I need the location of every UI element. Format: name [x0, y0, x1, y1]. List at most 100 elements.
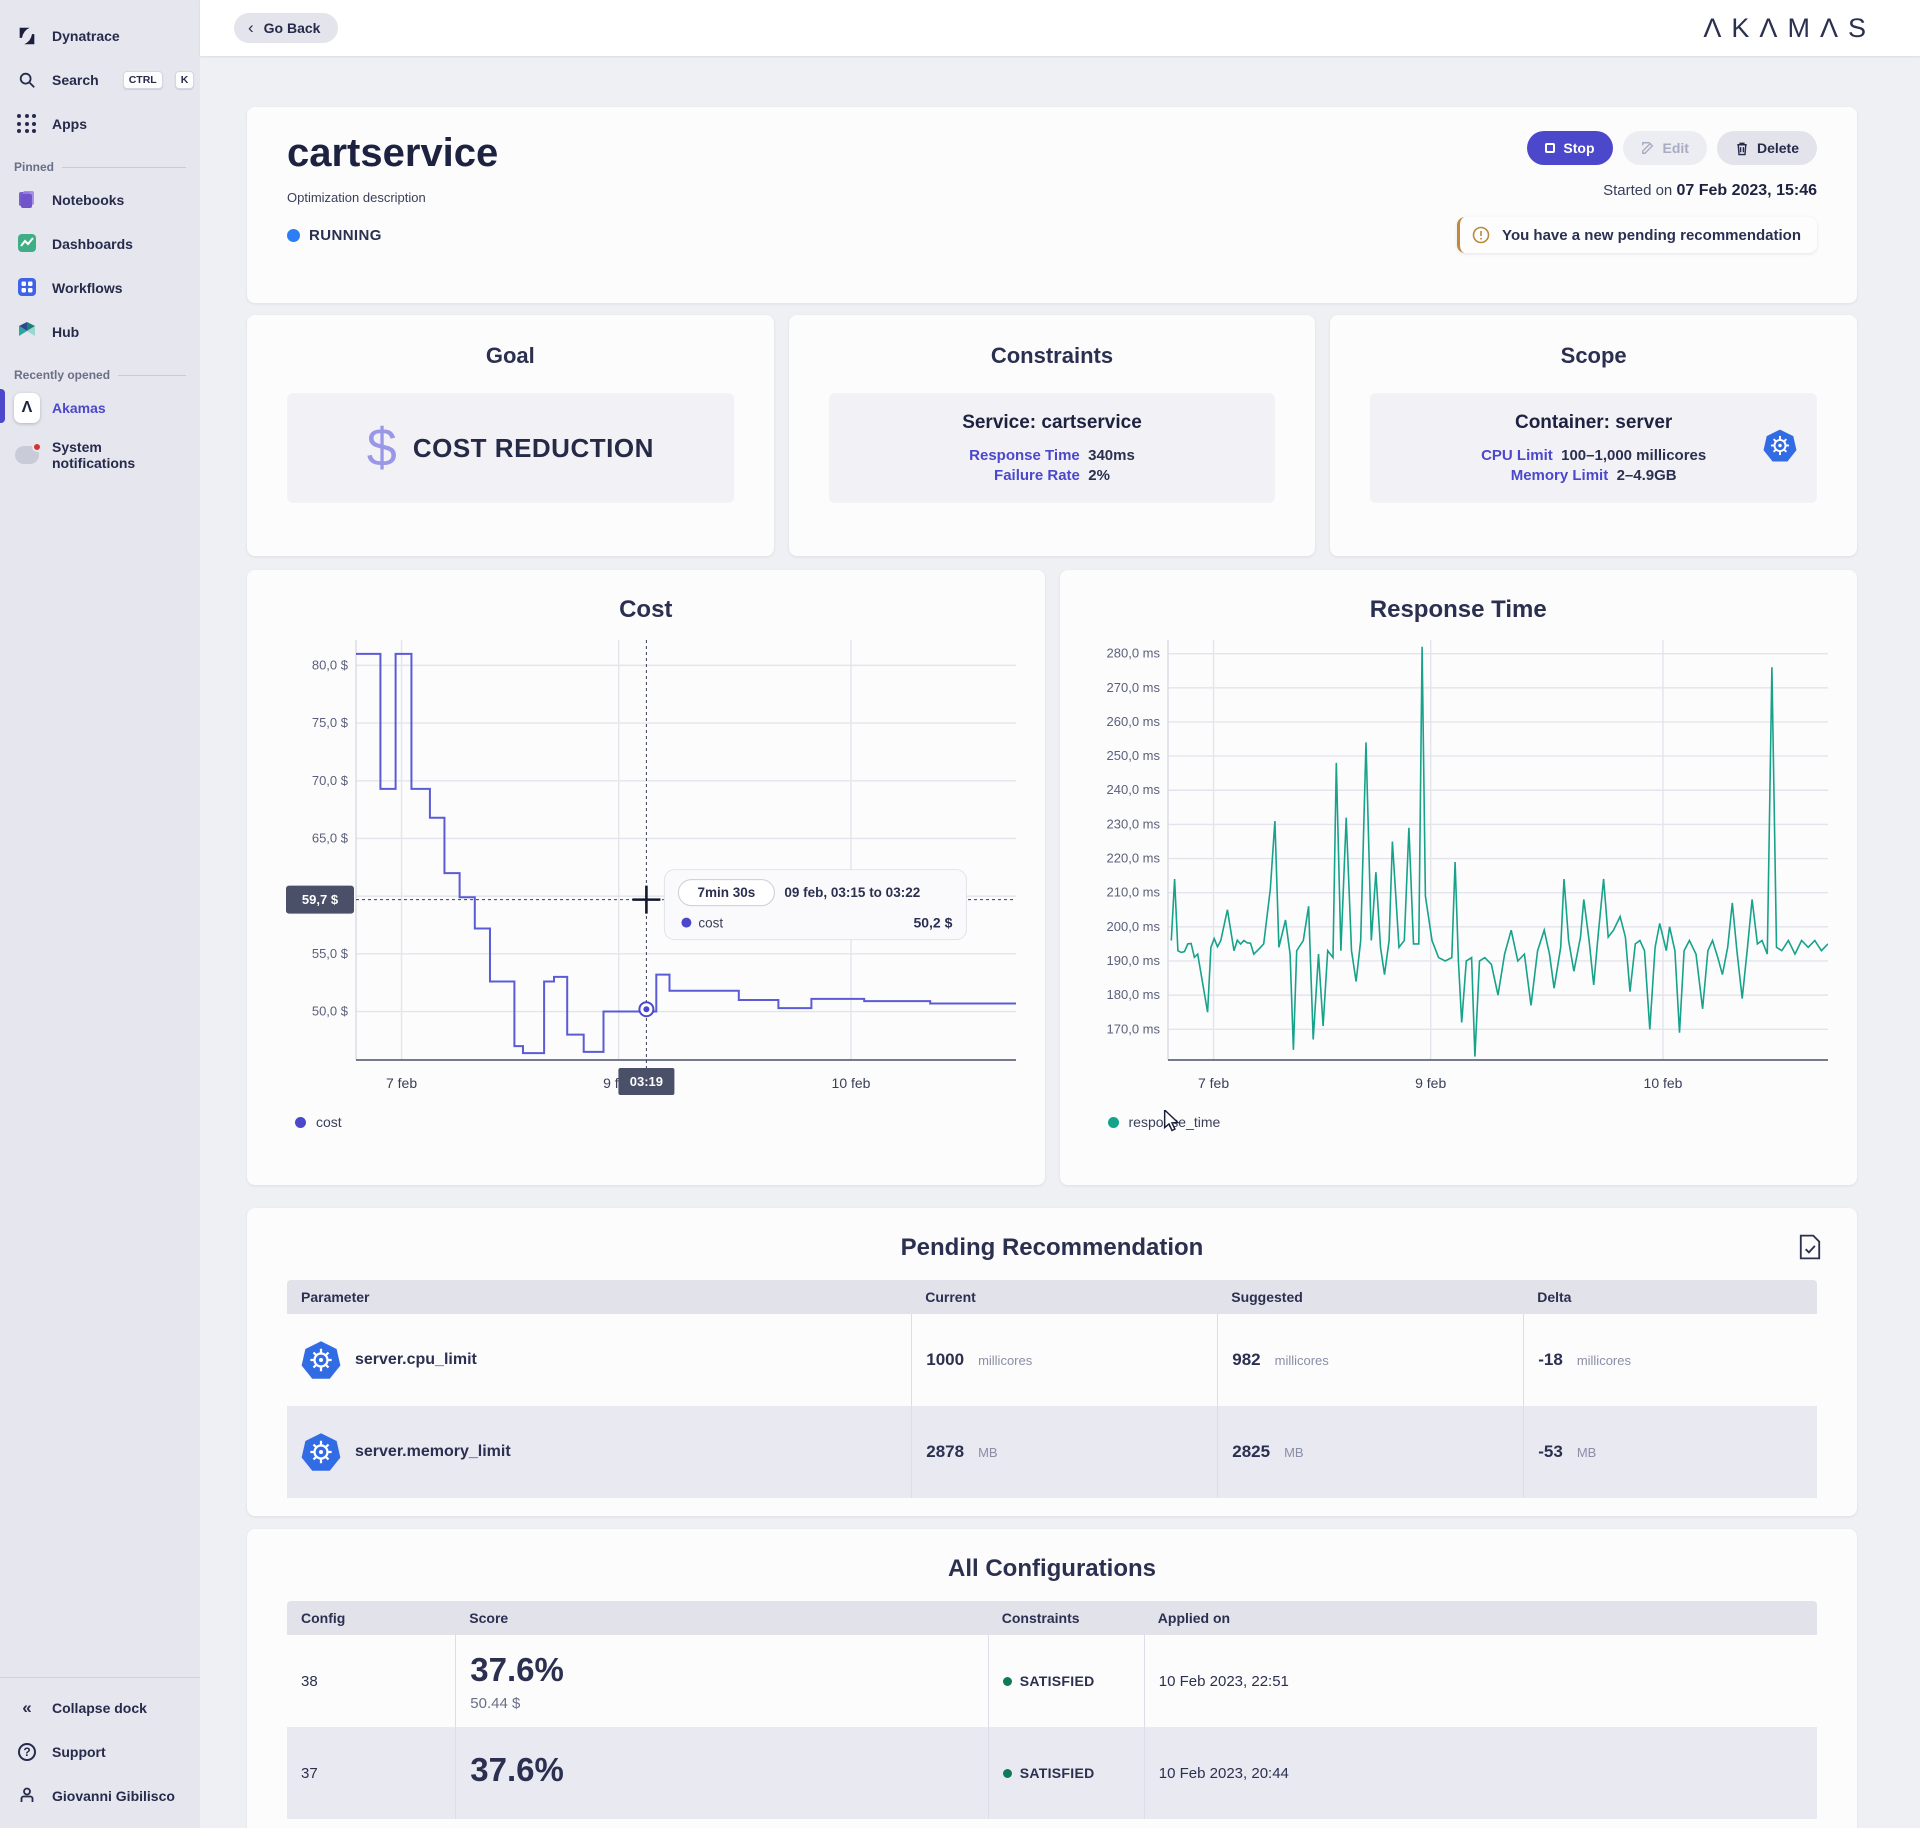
- sidebar-item-dashboards[interactable]: Dashboards: [0, 222, 200, 266]
- sidebar-item-system-notifications[interactable]: System notifications: [0, 430, 200, 480]
- configs-title: All Configurations: [948, 1555, 1156, 1582]
- stop-button[interactable]: Stop: [1527, 131, 1613, 165]
- cost-chart[interactable]: 80,0 $ 75,0 $ 70,0 $ 65,0 $ 55,0 $ 50,0 $ 7 fe…: [265, 630, 1027, 1110]
- configs-column-header: Constraints: [1001, 1610, 1080, 1626]
- config-table-row[interactable]: 38 37.6% 50.44 $ SATISFIED 10 Feb 2023, 22:5…: [287, 1635, 1817, 1727]
- current-unit: MB: [978, 1444, 998, 1460]
- status-badge: RUNNING: [309, 227, 382, 244]
- search-icon: [14, 67, 40, 93]
- sidebar-section-label: Pinned: [0, 146, 200, 178]
- sidebar-footer: « Collapse dock? Support Giovanni Gibilisco: [0, 1677, 200, 1818]
- main-area: ‹ Go Back ΛKΛMΛS cartservice Optimizatio…: [200, 0, 1920, 1828]
- constraint-status: SATISFIED: [1002, 1765, 1095, 1781]
- sidebar-item-label: Support: [52, 1744, 106, 1760]
- suggested-value: 982: [1232, 1350, 1261, 1369]
- constraint-status: SATISFIED: [1002, 1673, 1095, 1689]
- sidebar-item-label: Search: [52, 72, 99, 88]
- sidebar-item-search[interactable]: Search CTRL K: [0, 58, 200, 102]
- cost-chart-title: Cost: [619, 596, 673, 623]
- sidebar-item-label: Giovanni Gibilisco: [52, 1788, 175, 1804]
- response-time-chart[interactable]: 280,0 ms 270,0 ms 260,0 ms 250,0 ms 240,0 ms…: [1078, 630, 1840, 1110]
- sidebar-item-hub[interactable]: Hub: [0, 310, 200, 354]
- chevron-left-icon: ‹: [248, 18, 254, 37]
- notebooks-icon: [16, 188, 38, 213]
- running-status-dot: [287, 229, 300, 242]
- topbar: ‹ Go Back ΛKΛMΛS: [200, 0, 1920, 56]
- akamas-icon: Λ: [14, 393, 40, 423]
- edit-button[interactable]: Edit: [1622, 131, 1707, 165]
- response-legend[interactable]: response_time: [1107, 1114, 1840, 1130]
- page-content: cartservice Optimization description RUN…: [200, 56, 1920, 1828]
- delta-unit: MB: [1576, 1444, 1597, 1460]
- sidebar-item-label: Dashboards: [52, 236, 133, 252]
- svg-text:80,0 $: 80,0 $: [312, 657, 349, 672]
- satisfied-label: SATISFIED: [1019, 1765, 1095, 1781]
- sidebar: Dynatrace Search CTRL K Apps Pinned Noteb…: [0, 0, 200, 1828]
- pending-title: Pending Recommendation: [900, 1234, 1204, 1261]
- svg-text:10 feb: 10 feb: [1644, 1075, 1683, 1091]
- sidebar-item-akamas[interactable]: Λ Akamas: [0, 386, 200, 430]
- pending-column-header: Delta: [1537, 1289, 1572, 1305]
- dynatrace-logo-icon: [14, 23, 40, 49]
- sidebar-item-label: Dynatrace: [52, 28, 120, 44]
- constraint-row: Failure Rate 2%: [994, 467, 1110, 484]
- cost-legend-dot: [295, 1116, 306, 1128]
- scope-container: Container: server: [1514, 412, 1673, 433]
- dollar-icon: $: [366, 418, 397, 478]
- delta-unit: millicores: [1576, 1352, 1631, 1368]
- sidebar-item-label: Workflows: [52, 280, 123, 296]
- config-table-row[interactable]: 37 37.6% SATISFIED 10 Feb 2023, 20:44: [287, 1727, 1817, 1819]
- response-legend-label: response_time: [1128, 1114, 1221, 1130]
- sidebar-item-label: System notifications: [52, 439, 136, 471]
- sidebar-item-workflows[interactable]: Workflows: [0, 266, 200, 310]
- go-back-button[interactable]: ‹ Go Back: [234, 13, 339, 43]
- response-chart-title: Response Time: [1369, 596, 1547, 623]
- sidebar-footer-giovanni-gibilisco[interactable]: Giovanni Gibilisco: [0, 1774, 200, 1818]
- sidebar-section-label: Recently opened: [0, 354, 200, 386]
- sidebar-item-dynatrace[interactable]: Dynatrace: [0, 14, 200, 58]
- config-number: 38: [301, 1672, 318, 1690]
- svg-text:50,0 $: 50,0 $: [312, 1004, 349, 1019]
- go-back-label: Go Back: [263, 20, 321, 36]
- charts-row: Cost 80,0 $ 75,0 $ 70,0 $ 65,0 $ 55,0 $ 50,0 …: [247, 570, 1857, 1185]
- active-indicator: [0, 389, 5, 423]
- pending-table-row[interactable]: server.cpu_limit 1000 millicores 982 millico…: [287, 1314, 1817, 1406]
- dashboards-icon: [16, 232, 38, 257]
- apps-grid-icon: [14, 111, 40, 137]
- svg-text:55,0 $: 55,0 $: [312, 946, 349, 961]
- delete-label: Delete: [1756, 140, 1799, 156]
- scope-card: Scope Container: server CPU Limit 100–1,…: [1330, 315, 1857, 556]
- constraints-title: Constraints: [990, 343, 1114, 368]
- cost-chart-card: Cost 80,0 $ 75,0 $ 70,0 $ 65,0 $ 55,0 $ 50,0 …: [247, 570, 1045, 1185]
- collapse-icon: «: [22, 1698, 32, 1717]
- sidebar-footer-support[interactable]: ? Support: [0, 1730, 200, 1774]
- scope-list: CPU Limit 100–1,000 millicores Memory Lim…: [1481, 444, 1706, 484]
- optimization-description: Optimization description: [287, 190, 426, 205]
- pending-recommendation-notice[interactable]: You have a new pending recommendation: [1457, 217, 1817, 253]
- sidebar-item-label: Hub: [52, 324, 80, 340]
- sidebar-item-apps[interactable]: Apps: [0, 102, 200, 146]
- parameter-name: server.memory_limit: [355, 1443, 511, 1460]
- pending-recommendation-card: Pending Recommendation Parameter Current S…: [247, 1208, 1857, 1516]
- svg-text:50,2 $: 50,2 $: [913, 915, 952, 931]
- pending-table-row[interactable]: server.memory_limit 2878 MB 2825 MB -53 MB: [287, 1406, 1817, 1498]
- kubernetes-icon: [301, 1340, 341, 1380]
- sidebar-item-notebooks[interactable]: Notebooks: [0, 178, 200, 222]
- sidebar-footer-collapse-dock[interactable]: « Collapse dock: [0, 1686, 200, 1730]
- akamas-logo: ΛKΛMΛS: [1703, 12, 1876, 43]
- scope-row: Memory Limit 2–4.9GB: [1510, 467, 1677, 484]
- delete-button[interactable]: Delete: [1716, 131, 1817, 165]
- svg-text:65,0 $: 65,0 $: [312, 830, 349, 845]
- pending-column-header: Suggested: [1231, 1289, 1303, 1305]
- svg-text:190,0 ms: 190,0 ms: [1107, 953, 1161, 968]
- satisfied-label: SATISFIED: [1019, 1673, 1095, 1689]
- goal-card: Goal $ COST REDUCTION: [247, 315, 774, 556]
- trash-icon: [1737, 142, 1747, 155]
- svg-text:280,0 ms: 280,0 ms: [1107, 646, 1161, 661]
- svg-text:260,0 ms: 260,0 ms: [1107, 714, 1161, 729]
- recommendation-report-icon[interactable]: [1799, 1234, 1821, 1265]
- svg-text:7min 30s: 7min 30s: [697, 885, 755, 900]
- sidebar-item-label: Notebooks: [52, 192, 125, 208]
- configs-column-header: Config: [301, 1610, 346, 1626]
- cost-legend[interactable]: cost: [295, 1114, 1027, 1130]
